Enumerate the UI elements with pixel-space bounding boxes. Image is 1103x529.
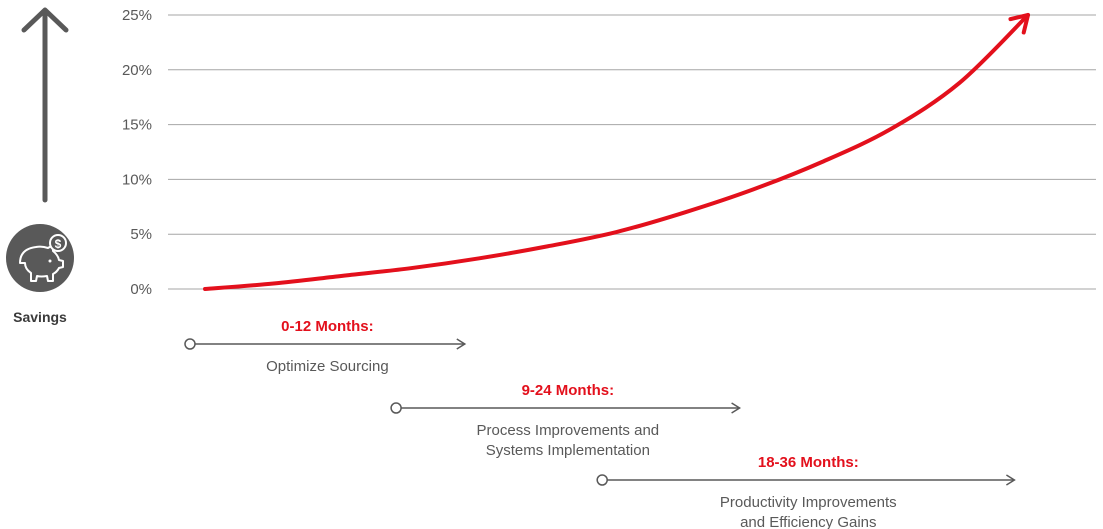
series-line bbox=[203, 13, 1030, 291]
gridlines bbox=[168, 14, 1096, 290]
y-axis-ticks: 0% 5% 10% 15% 20% 25% bbox=[122, 7, 152, 298]
savings-curve bbox=[203, 13, 1030, 291]
phase-description: Optimize Sourcing bbox=[266, 358, 389, 375]
phase-description: and Efficiency Gains bbox=[740, 514, 876, 529]
curve-arrowhead bbox=[1008, 13, 1030, 35]
svg-text:$: $ bbox=[55, 237, 62, 251]
phase-label: 18-36 Months: bbox=[758, 454, 859, 471]
phase-arrowhead bbox=[456, 338, 467, 350]
y-tick-label: 15% bbox=[122, 117, 152, 134]
y-tick-label: 5% bbox=[130, 226, 152, 243]
up-arrow-icon bbox=[21, 7, 69, 203]
y-tick-label: 10% bbox=[122, 171, 152, 188]
phase-start-circle bbox=[184, 338, 196, 350]
phase-description: Systems Implementation bbox=[486, 442, 650, 459]
phase-description: Process Improvements and bbox=[477, 422, 660, 439]
phase-arrowhead bbox=[731, 402, 742, 414]
piggy-bank-dollar-icon: $ bbox=[6, 224, 74, 292]
y-tick-label: 25% bbox=[122, 7, 152, 24]
phase: 0-12 Months: Optimize Sourcing bbox=[184, 318, 467, 375]
phase: 18-36 Months: Productivity Improvements an… bbox=[596, 454, 1016, 529]
phase-start-circle bbox=[596, 474, 608, 486]
phase-arrowhead bbox=[1006, 474, 1016, 486]
y-tick-label: 0% bbox=[130, 281, 152, 298]
y-tick-label: 20% bbox=[122, 62, 152, 79]
y-axis-label: Savings bbox=[13, 309, 67, 325]
phase: 9-24 Months: Process Improvements and Syst… bbox=[390, 382, 742, 459]
phase-label: 9-24 Months: bbox=[522, 382, 615, 399]
phase-label: 0-12 Months: bbox=[281, 318, 374, 335]
phase-start-circle bbox=[390, 402, 402, 414]
phase-description: Productivity Improvements bbox=[720, 494, 897, 511]
